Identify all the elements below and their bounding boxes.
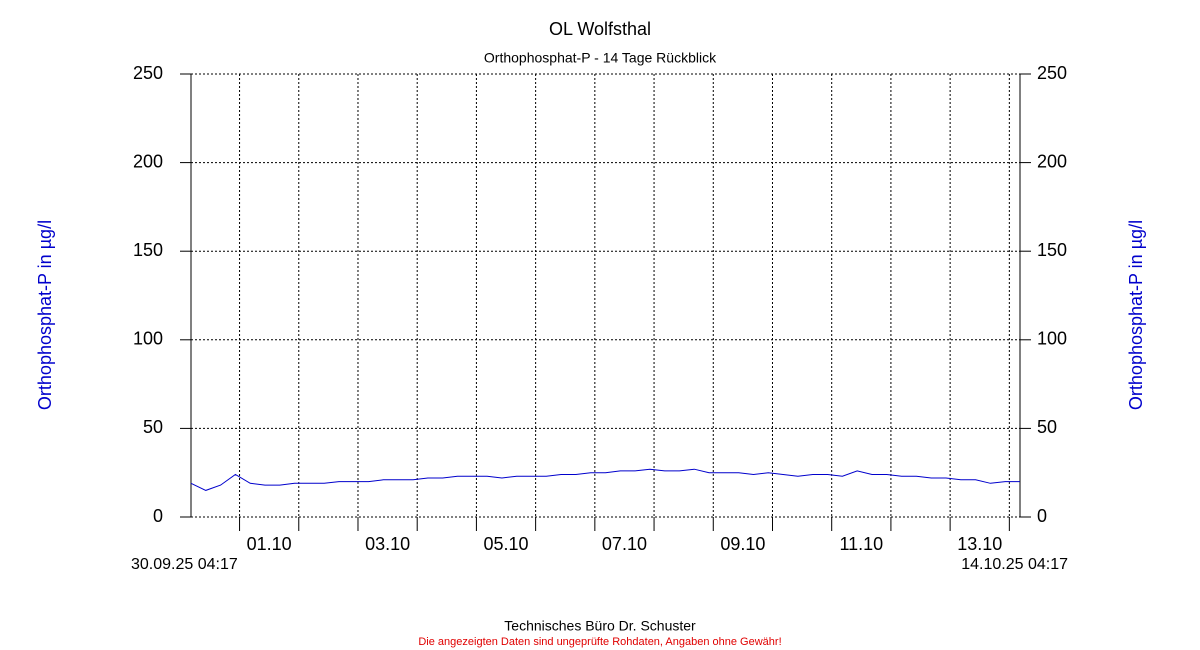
y2-axis-label: Orthophosphat-P in µg/l [1126, 220, 1146, 410]
y-tick-label: 0 [153, 506, 163, 526]
chart-title: OL Wolfsthal [549, 19, 651, 39]
y-tick-label: 150 [133, 240, 163, 260]
y-axis-label: Orthophosphat-P in µg/l [35, 220, 55, 410]
chart-subtitle: Orthophosphat-P - 14 Tage Rückblick [484, 50, 717, 66]
x-tick-label: 11.10 [839, 534, 883, 554]
y2-tick-label: 150 [1037, 240, 1067, 260]
y2-tick-label: 100 [1037, 329, 1067, 349]
y2-tick-label: 50 [1037, 417, 1057, 437]
disclaimer: Die angezeigten Daten sind ungeprüfte Ro… [418, 636, 781, 648]
footer: Technisches Büro Dr. Schuster [504, 618, 696, 634]
x-tick-label: 03.10 [365, 534, 410, 554]
x-tick-label: 05.10 [483, 534, 528, 554]
data-line [190, 468, 1020, 491]
x-tick-label: 09.10 [720, 534, 765, 554]
x-tick-label: 01.10 [247, 534, 292, 554]
start-label: 30.09.25 04:17 [131, 556, 238, 573]
x-tick-label: 13.10 [957, 534, 1002, 554]
y2-tick-label: 0 [1037, 506, 1047, 526]
y2-tick-label: 250 [1037, 63, 1067, 83]
end-label: 14.10.25 04:17 [961, 556, 1068, 573]
y2-tick-label: 200 [1037, 151, 1067, 171]
y-tick-label: 50 [143, 417, 163, 437]
y-tick-label: 100 [133, 329, 163, 349]
x-tick-label: 07.10 [602, 534, 647, 554]
y-tick-label: 200 [133, 151, 163, 171]
y-tick-label: 250 [133, 63, 163, 83]
